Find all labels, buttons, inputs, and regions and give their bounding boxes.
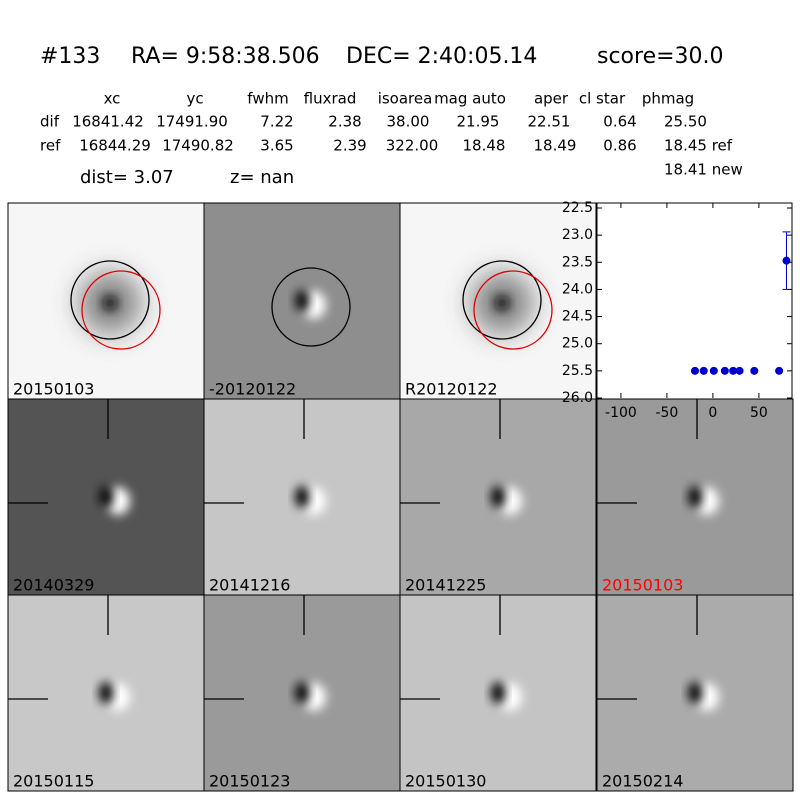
y-tick-label: 26.0 [562,390,593,406]
y-tick-label: 24.5 [562,309,593,325]
stamp-label: 20140329 [13,576,94,595]
dec: DEC= 2:40:05.14 [346,44,537,69]
cell: 0.86 [603,137,636,155]
y-tick-label: 22.5 [562,200,593,216]
table: xc yc fwhm fluxrad isoarea mag auto aper cl sta… [40,90,733,155]
aperture [473,270,553,350]
point [775,366,784,375]
residual-dark [295,290,309,312]
residual-dark [295,682,309,704]
point [750,366,759,375]
x-tick-label: -50 [655,405,678,421]
column-header: phmag [642,90,694,108]
x-tick-label: -100 [605,405,637,421]
cell: 18.49 [534,137,577,155]
light-curve: 22.5 23.0 23.5 24.0 24.5 25.0 25.5 26.0 -100 -50 0… [562,200,793,421]
cell: 22.51 [528,113,571,131]
column-header: fwhm [247,90,288,108]
stamps: 20150103 -20120122 R20120122 20140329 201412… [7,202,794,792]
stamp-label: 20150130 [405,772,486,791]
y-tick-label: 23.0 [562,227,593,243]
y-tick-label: 24.0 [562,281,593,297]
stamp-label: 20150115 [13,772,94,791]
point [729,366,738,375]
stamp-label: 20150103 [602,576,683,595]
cell: 16841.42 [72,113,144,131]
z: z= nan [230,167,294,188]
stamp-label: -20120122 [209,380,296,399]
residual-dark [688,682,702,704]
candidate-id: #133 [40,44,100,69]
cell: 0.64 [603,113,636,131]
cell: 18.45 ref [664,137,733,155]
point [720,366,729,375]
cell: 17490.82 [162,137,234,155]
column-header: fluxrad [304,90,357,108]
cell: 7.22 [260,113,293,131]
aperture [70,260,150,340]
y-tick-label: 25.0 [562,336,593,352]
cell: 3.65 [260,137,293,155]
dist: dist= 3.07 [80,167,174,188]
row-label: dif [40,113,60,131]
cell: 18.48 [463,137,506,155]
cell: 2.38 [328,113,361,131]
residual-dark [688,486,702,508]
cell: 17491.90 [156,113,228,131]
x-tick-label: 50 [750,405,768,421]
point [690,366,699,375]
residual-dark [99,682,113,704]
point [699,366,708,375]
stamp-label: R20120122 [405,380,498,399]
column-header: xc [104,90,121,108]
residual-dark [491,486,505,508]
header: #133 RA= 9:58:38.506 DEC= 2:40:05.14 sco… [40,44,743,188]
stamp-label: 20150103 [13,380,94,399]
cell: 16844.29 [79,137,151,155]
cell: 322.00 [386,137,439,155]
cell: 2.39 [333,137,366,155]
stamp-label: 20150123 [209,772,290,791]
cell: 21.95 [457,113,500,131]
point [735,366,744,375]
stamp-label: 20141225 [405,576,486,595]
residual-dark [491,682,505,704]
y-tick-label: 23.5 [562,254,593,270]
cell: 38.00 [387,113,430,131]
cell: 25.50 [664,113,707,131]
x-tick-label: 0 [708,405,717,421]
aperture [81,270,161,350]
column-header: cl star [579,90,626,108]
stamp-label: 20141216 [209,576,290,595]
column-header: aper [534,90,569,108]
point [782,256,791,265]
residual-dark [295,486,309,508]
new-mag: 18.41 new [664,161,743,179]
ra: RA= 9:58:38.506 [131,44,320,69]
source-core [495,296,509,310]
aperture [462,260,542,340]
plot-area [596,202,793,400]
point [709,366,718,375]
column-header: isoarea [378,90,433,108]
score: score=30.0 [597,44,724,69]
source-core [103,296,117,310]
stamp-label: 20150214 [602,772,683,791]
column-header: mag auto [434,90,506,108]
column-header: yc [186,90,203,108]
residual-dark [99,486,113,508]
aperture [271,267,351,347]
y-tick-label: 25.5 [562,363,593,379]
row-label: ref [40,137,61,155]
